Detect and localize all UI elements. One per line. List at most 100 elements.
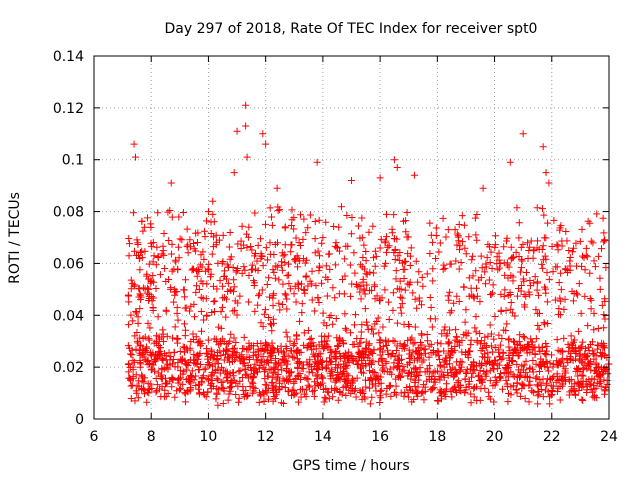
data-point: [439, 265, 447, 273]
data-point: [493, 365, 501, 373]
data-point: [244, 233, 252, 241]
data-point: [145, 292, 153, 300]
data-point: [350, 249, 358, 257]
data-point: [143, 272, 151, 280]
data-point: [177, 367, 185, 375]
data-point: [416, 344, 424, 352]
data-point: [306, 335, 314, 343]
data-point: [475, 371, 483, 379]
data-point: [214, 365, 222, 373]
data-point: [597, 371, 605, 379]
data-point: [149, 258, 157, 266]
data-point: [557, 222, 565, 230]
data-point: [367, 361, 375, 369]
data-point: [358, 321, 366, 329]
data-point: [310, 386, 318, 394]
data-point: [282, 291, 290, 299]
data-point: [366, 268, 374, 276]
data-point: [244, 374, 252, 382]
data-point: [333, 342, 341, 350]
data-point: [265, 314, 273, 322]
data-point: [245, 339, 253, 347]
data-point: [526, 377, 534, 385]
data-point: [561, 377, 569, 385]
data-point: [495, 331, 503, 339]
data-point: [435, 248, 443, 256]
data-point: [600, 364, 608, 372]
data-point: [468, 373, 476, 381]
data-point: [570, 244, 578, 252]
data-point: [376, 297, 384, 305]
data-point: [363, 281, 371, 289]
data-point: [543, 363, 551, 371]
data-point: [417, 330, 425, 338]
data-point: [578, 371, 586, 379]
data-point: [427, 304, 435, 312]
data-point: [556, 297, 564, 305]
data-point: [357, 334, 365, 342]
data-point: [300, 285, 308, 293]
data-point: [261, 375, 269, 383]
data-point: [129, 363, 137, 371]
data-point: [174, 359, 182, 367]
data-point: [601, 386, 609, 394]
data-point: [171, 393, 179, 401]
data-point: [221, 293, 229, 301]
data-point: [477, 340, 485, 348]
data-point: [489, 348, 497, 356]
data-point: [393, 364, 401, 372]
data-point: [482, 343, 490, 351]
data-point: [168, 376, 176, 384]
data-point: [210, 233, 218, 241]
data-point: [245, 298, 253, 306]
data-point: [485, 388, 493, 396]
data-point: [538, 205, 546, 213]
data-point: [551, 296, 559, 304]
data-point: [587, 358, 595, 366]
data-point: [440, 347, 448, 355]
data-point: [283, 295, 291, 303]
data-point: [271, 354, 279, 362]
data-point: [358, 353, 366, 361]
data-point: [553, 336, 561, 344]
data-point: [310, 363, 318, 371]
data-point: [154, 209, 162, 217]
data-point: [509, 309, 517, 317]
data-point: [187, 302, 195, 310]
data-point: [318, 372, 326, 380]
data-point: [512, 385, 520, 393]
data-point: [251, 360, 259, 368]
data-point: [568, 287, 576, 295]
data-point: [249, 383, 257, 391]
data-point: [600, 236, 608, 244]
data-point: [573, 262, 581, 270]
data-point: [460, 283, 468, 291]
data-point: [472, 328, 480, 336]
data-point: [400, 275, 408, 283]
data-point: [451, 383, 459, 391]
data-point: [360, 241, 368, 249]
data-point: [176, 235, 184, 243]
data-point: [394, 252, 402, 260]
data-point: [449, 364, 457, 372]
data-point: [513, 379, 521, 387]
data-point: [412, 390, 420, 398]
data-point: [362, 318, 370, 326]
data-point: [236, 367, 244, 375]
data-point: [203, 280, 211, 288]
data-point: [540, 211, 548, 219]
data-point: [162, 277, 170, 285]
data-point: [146, 324, 154, 332]
data-point: [407, 244, 415, 252]
data-point: [250, 373, 258, 381]
data-point: [171, 323, 179, 331]
data-point: [381, 239, 389, 247]
data-point: [600, 311, 608, 319]
data-point: [361, 393, 369, 401]
data-point: [523, 349, 531, 357]
data-point: [296, 317, 304, 325]
data-point: [288, 392, 296, 400]
data-point: [291, 340, 299, 348]
data-point: [501, 286, 509, 294]
data-point: [165, 236, 173, 244]
